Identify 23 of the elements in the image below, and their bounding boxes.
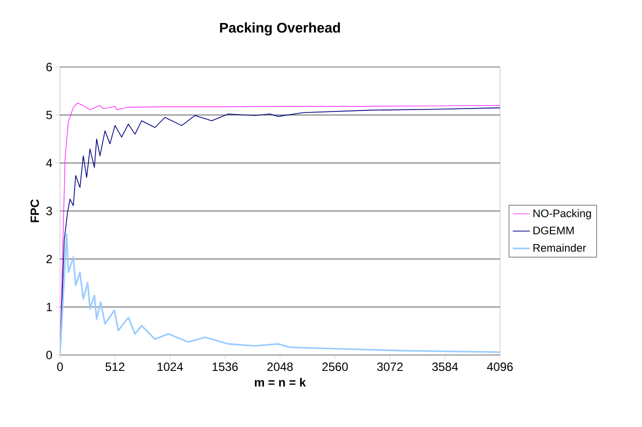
legend-label: NO-Packing [534, 209, 591, 220]
legend-label: DGEMM [534, 226, 574, 234]
x-tick-label: 2048 [267, 362, 293, 371]
y-tick-label: 6 [46, 62, 52, 72]
y-tick-label: 4 [46, 158, 52, 168]
y-tick-label: 1 [46, 302, 52, 312]
x-tick-label: 3584 [432, 362, 458, 371]
y-tick-label: 0 [46, 350, 52, 360]
x-tick-label: 3072 [377, 362, 403, 371]
x-tick-label: 512 [106, 362, 124, 371]
x-tick-label: 2560 [322, 362, 348, 371]
y-tick-label: 2 [46, 254, 52, 264]
line-series [60, 233, 500, 355]
chart-title: Packing Overhead [220, 22, 340, 36]
x-axis-title: m = n = k [254, 378, 306, 386]
y-tick-label: 5 [46, 110, 52, 120]
x-tick-label: 4096 [486, 362, 513, 371]
x-tick-label: 0 [57, 362, 63, 371]
x-tick-label: 1024 [158, 362, 183, 371]
x-tick-label: 1536 [212, 362, 238, 371]
y-tick-label: 3 [46, 206, 52, 216]
legend-label: Remainder [534, 244, 586, 252]
y-axis-title: FPC [30, 199, 39, 222]
